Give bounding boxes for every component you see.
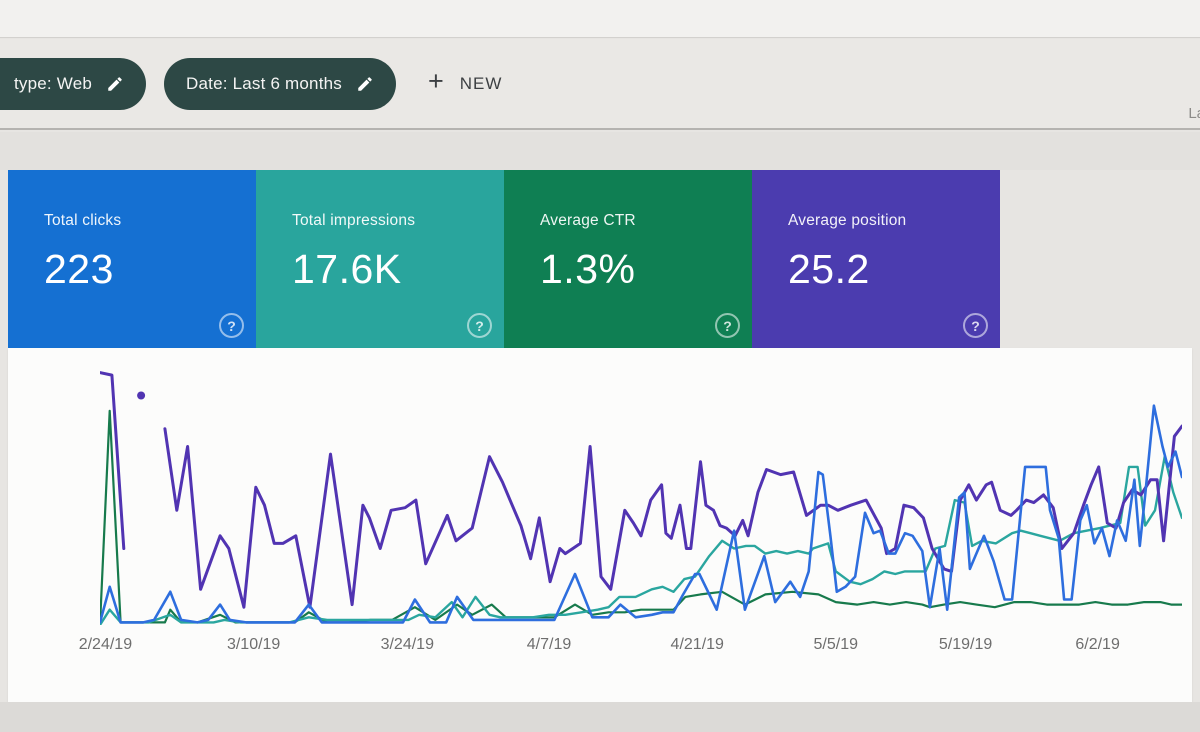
x-axis-label: 3/24/19 <box>380 636 434 653</box>
x-axis-label: 5/5/19 <box>813 636 858 653</box>
card-value: 223 <box>44 246 114 292</box>
help-icon[interactable]: ? <box>467 313 492 338</box>
card-total-clicks[interactable]: Total clicks 223 ? <box>8 170 256 348</box>
x-axis-label: 3/10/19 <box>226 636 281 653</box>
card-average-position[interactable]: Average position 25.2 ? <box>752 170 1000 348</box>
series-line-position <box>163 424 1182 609</box>
x-axis-label: 2/24/19 <box>78 636 133 653</box>
metric-cards-row: Total clicks 223 ? Total impressions 17.… <box>8 170 1000 348</box>
card-total-impressions[interactable]: Total impressions 17.6K ? <box>256 170 504 348</box>
x-axis-label: 4/21/19 <box>670 636 724 653</box>
series-line-clicks <box>100 404 1182 624</box>
series-line-position <box>100 371 126 550</box>
help-icon[interactable]: ? <box>715 313 740 338</box>
help-icon[interactable]: ? <box>219 313 244 338</box>
last-updated-partial-text: La <box>1188 105 1200 122</box>
new-filter-button[interactable]: + NEW <box>427 66 503 97</box>
line-chart-plot <box>100 370 1182 625</box>
x-axis: 2/24/19 3/10/19 3/24/19 4/7/19 4/21/19 5/5/19… <box>8 636 1192 660</box>
card-average-ctr[interactable]: Average CTR 1.3% ? <box>504 170 752 348</box>
filter-chip-search-type[interactable]: type: Web <box>0 57 147 110</box>
series-point-position <box>137 391 146 400</box>
plus-icon: + <box>427 66 444 96</box>
filter-chip-label: type: Web <box>14 73 93 93</box>
x-axis-label: 6/2/19 <box>1075 636 1120 653</box>
edit-pencil-icon[interactable] <box>356 75 374 93</box>
line-chart-svg <box>100 371 1182 625</box>
card-value: 1.3% <box>540 246 636 292</box>
card-label: Average position <box>788 212 907 229</box>
window-bottom-strip <box>0 702 1200 732</box>
performance-chart-panel: 2/24/19 3/10/19 3/24/19 4/7/19 4/21/19 5/5/19… <box>8 348 1192 702</box>
filter-chip-date-range[interactable]: Date: Last 6 months <box>164 57 396 110</box>
card-label: Total clicks <box>44 212 122 229</box>
filter-toolbar: type: Web Date: Last 6 months + NEW La <box>0 39 1200 130</box>
card-value: 17.6K <box>292 246 402 292</box>
filter-chip-label: Date: Last 6 months <box>186 73 342 93</box>
card-value: 25.2 <box>788 246 870 292</box>
card-label: Average CTR <box>540 212 636 229</box>
spacer-band <box>0 132 1200 170</box>
x-axis-label: 5/19/19 <box>938 636 993 653</box>
x-axis-label: 4/7/19 <box>526 636 572 653</box>
new-filter-label: NEW <box>459 73 503 93</box>
window-top-strip <box>0 0 1200 38</box>
series-line-impressions <box>100 455 1182 625</box>
edit-pencil-icon[interactable] <box>106 75 124 93</box>
card-label: Total impressions <box>292 212 416 229</box>
help-icon[interactable]: ? <box>963 313 988 338</box>
